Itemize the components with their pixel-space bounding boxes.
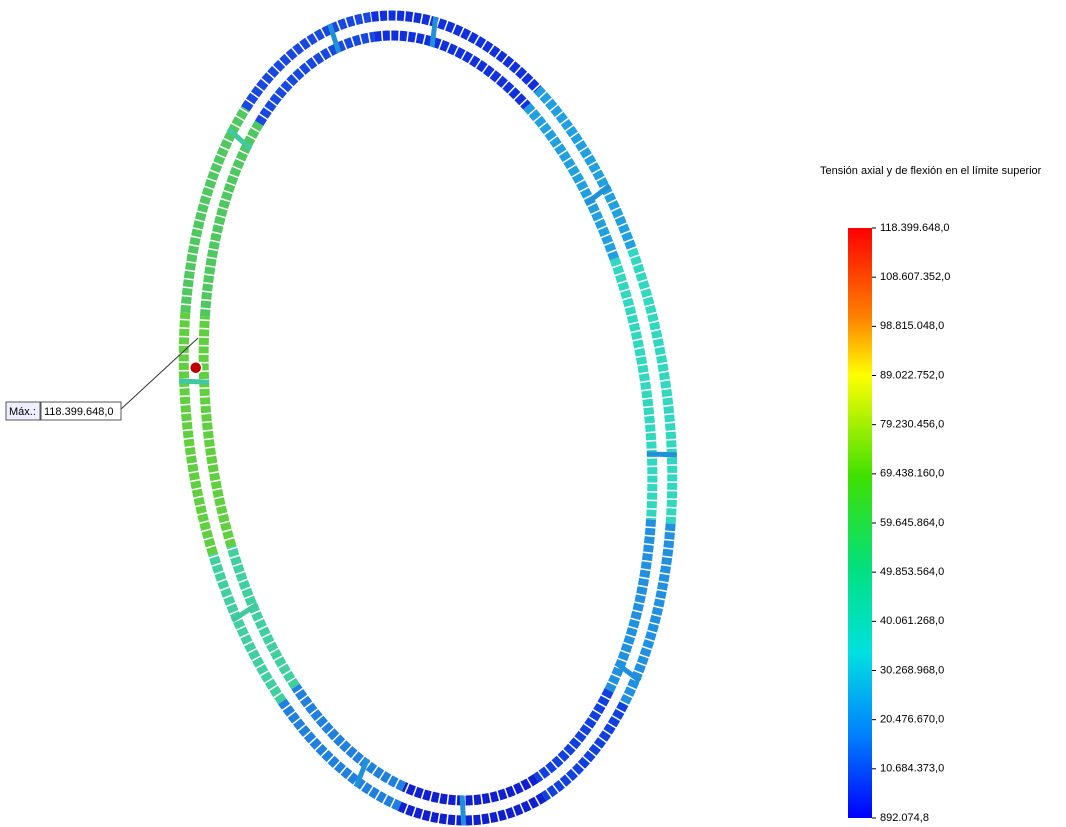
ring-segment <box>533 704 636 797</box>
ring-segment <box>632 247 685 523</box>
annotation-value: 118.399.648,0 <box>44 406 114 418</box>
ring-segment <box>374 17 527 126</box>
ring-segment <box>179 123 284 316</box>
legend-label: 59.645.864,0 <box>880 517 944 529</box>
legend-labels: 118.399.648,0 108.607.352,0 98.815.048,0 89… <box>872 222 950 824</box>
legend-label: 89.022.752,0 <box>880 369 944 381</box>
legend-label: 40.061.268,0 <box>880 615 944 627</box>
legend-label: 118.399.648,0 <box>880 222 950 234</box>
legend-label: 79.230.456,0 <box>880 419 944 431</box>
max-marker <box>189 361 203 375</box>
color-bar <box>848 228 872 818</box>
ring-segment <box>404 768 538 809</box>
viewport: Máx.: 118.399.648,0 Tensión axial y de f… <box>0 0 1066 827</box>
ring-segment <box>213 547 282 708</box>
ring-segment <box>158 109 272 313</box>
legend-title: Tensión axial y de flexión en el límite … <box>820 165 1042 177</box>
annotation-label: Máx.: <box>9 406 36 418</box>
legend-label: 20.476.670,0 <box>880 714 944 726</box>
legend-label: 49.853.564,0 <box>880 566 944 578</box>
ring-segment <box>282 687 400 820</box>
ring-segment <box>614 257 664 520</box>
ring-segment <box>538 79 632 259</box>
legend-label: 98.815.048,0 <box>880 320 944 332</box>
screen: Máx.: 118.399.648,0 Tensión axial y de f… <box>0 0 1066 827</box>
legend-label: 30.268.968,0 <box>880 664 944 676</box>
legend-label: 108.607.352,0 <box>880 271 950 283</box>
legend-label: 892.074,8 <box>880 812 929 824</box>
legend-label: 69.438.160,0 <box>880 468 944 480</box>
legend-label: 10.684.373,0 <box>880 763 944 775</box>
ring-model <box>133 0 724 827</box>
